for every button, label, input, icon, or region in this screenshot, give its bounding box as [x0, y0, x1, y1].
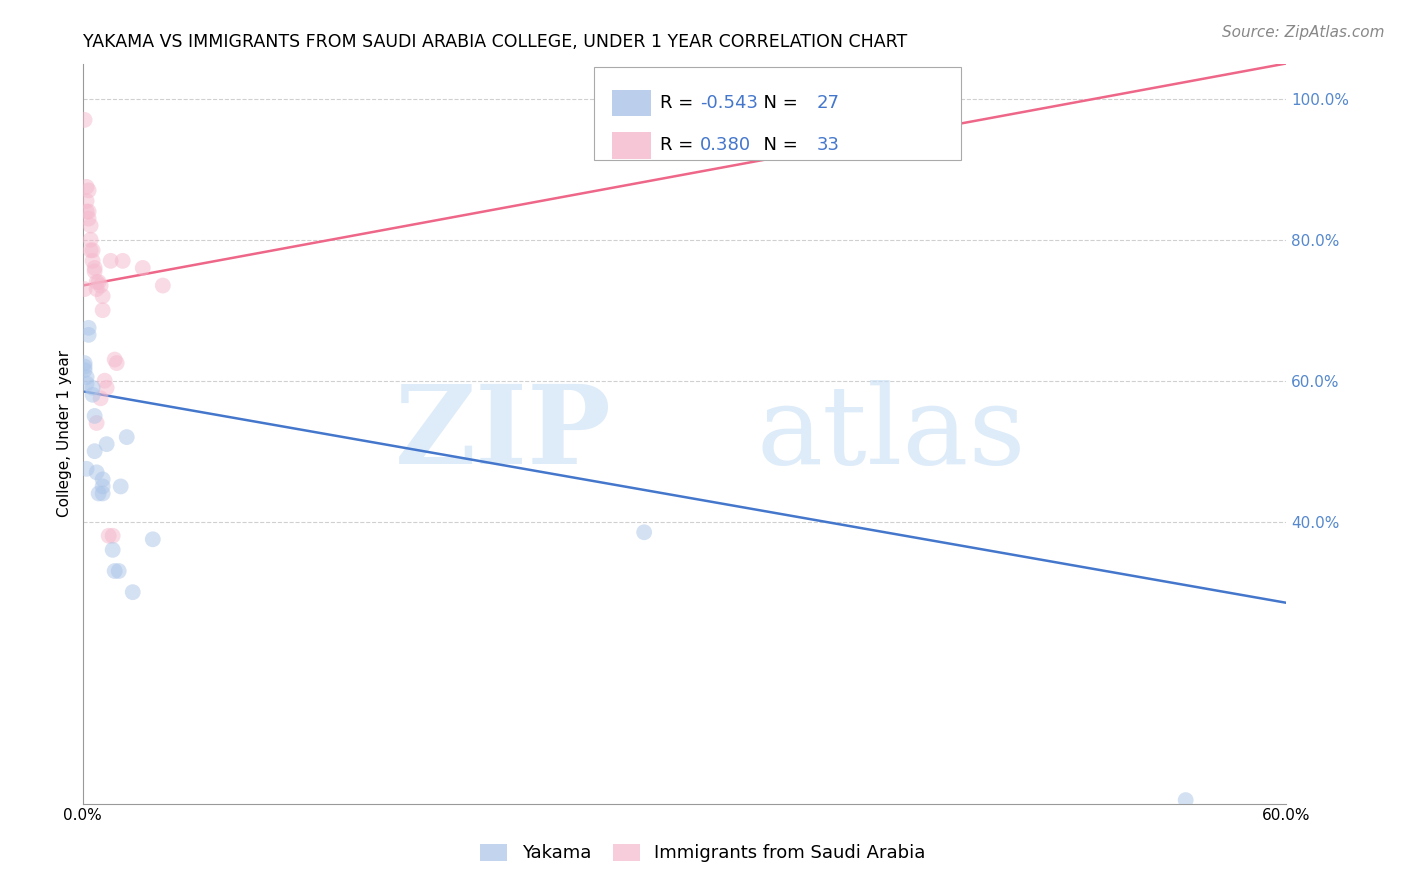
- Point: [82, 244, 104, 258]
- Point: [73, 359, 96, 374]
- Point: [90, 278, 112, 293]
- Point: [101, 529, 124, 543]
- Point: [115, 430, 138, 444]
- Point: [83, 264, 105, 278]
- Text: R =: R =: [661, 94, 699, 112]
- Point: [83, 260, 105, 275]
- Text: 27: 27: [817, 94, 839, 112]
- Point: [82, 253, 104, 268]
- Point: [73, 112, 96, 127]
- Point: [110, 479, 132, 493]
- Text: 33: 33: [817, 136, 839, 154]
- Point: [107, 564, 129, 578]
- Text: atlas: atlas: [756, 380, 1026, 487]
- Point: [79, 219, 101, 233]
- Point: [76, 376, 98, 391]
- Point: [91, 472, 114, 486]
- Point: [91, 289, 114, 303]
- Point: [105, 356, 128, 370]
- Point: [104, 352, 127, 367]
- Point: [121, 585, 143, 599]
- Point: [76, 194, 98, 208]
- Point: [1174, 793, 1197, 807]
- Point: [91, 303, 114, 318]
- Point: [83, 409, 105, 423]
- Point: [77, 211, 100, 226]
- Point: [76, 204, 98, 219]
- Point: [73, 282, 96, 296]
- Legend: Yakama, Immigrants from Saudi Arabia: Yakama, Immigrants from Saudi Arabia: [472, 837, 934, 870]
- Point: [82, 381, 104, 395]
- Point: [97, 529, 120, 543]
- Point: [96, 381, 118, 395]
- Point: [82, 388, 104, 402]
- Point: [100, 253, 122, 268]
- Text: YAKAMA VS IMMIGRANTS FROM SAUDI ARABIA COLLEGE, UNDER 1 YEAR CORRELATION CHART: YAKAMA VS IMMIGRANTS FROM SAUDI ARABIA C…: [83, 33, 907, 51]
- Text: ZIP: ZIP: [395, 380, 612, 487]
- Point: [86, 275, 108, 289]
- Text: N =: N =: [752, 136, 803, 154]
- Point: [76, 370, 98, 384]
- Point: [90, 392, 112, 406]
- Point: [86, 466, 108, 480]
- Point: [86, 416, 108, 430]
- Point: [101, 542, 124, 557]
- FancyBboxPatch shape: [612, 89, 651, 116]
- Point: [77, 327, 100, 342]
- Text: N =: N =: [752, 94, 803, 112]
- Point: [96, 437, 118, 451]
- Y-axis label: College, Under 1 year: College, Under 1 year: [58, 350, 72, 517]
- Point: [91, 486, 114, 500]
- Point: [79, 244, 101, 258]
- Point: [86, 282, 108, 296]
- Point: [79, 233, 101, 247]
- Point: [111, 253, 134, 268]
- FancyBboxPatch shape: [593, 67, 962, 160]
- Point: [76, 179, 98, 194]
- Text: 0.380: 0.380: [700, 136, 751, 154]
- Point: [87, 275, 110, 289]
- Point: [142, 533, 165, 547]
- Text: -0.543: -0.543: [700, 94, 758, 112]
- Point: [76, 462, 98, 476]
- Point: [104, 564, 127, 578]
- Text: Source: ZipAtlas.com: Source: ZipAtlas.com: [1222, 25, 1385, 40]
- Point: [633, 525, 655, 540]
- Point: [77, 183, 100, 197]
- Point: [73, 356, 96, 370]
- Point: [77, 321, 100, 335]
- Point: [77, 204, 100, 219]
- Point: [132, 260, 155, 275]
- Text: R =: R =: [661, 136, 699, 154]
- Point: [93, 374, 115, 388]
- Point: [91, 479, 114, 493]
- Point: [73, 363, 96, 377]
- Point: [87, 486, 110, 500]
- FancyBboxPatch shape: [612, 132, 651, 159]
- Point: [83, 444, 105, 458]
- Point: [152, 278, 174, 293]
